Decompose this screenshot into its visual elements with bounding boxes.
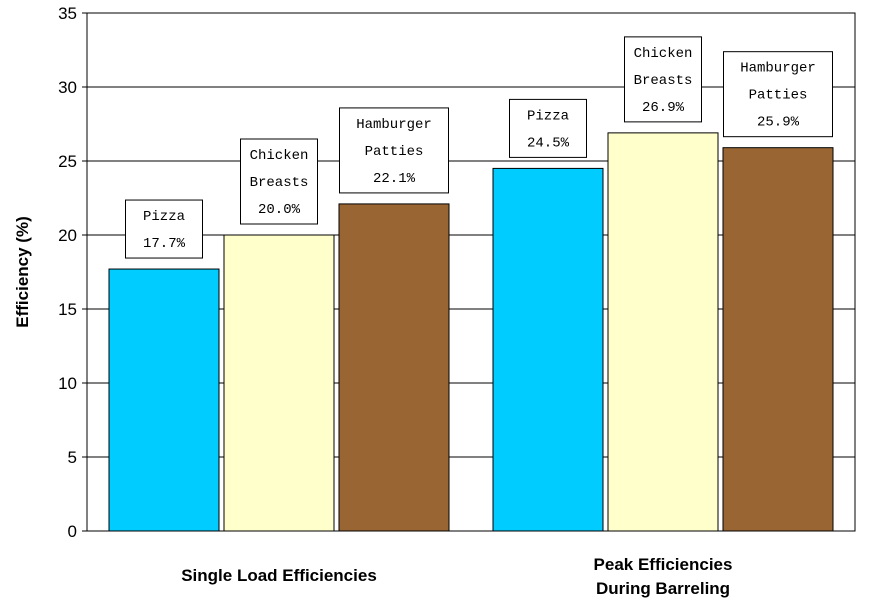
y-tick-label: 30 bbox=[58, 78, 77, 97]
bar bbox=[492, 167, 604, 532]
plot-area-frame bbox=[86, 12, 856, 532]
bar bbox=[108, 268, 220, 532]
data-label: 24.5% bbox=[527, 135, 570, 151]
data-label-box bbox=[509, 98, 587, 158]
data-labels: Pizza 17.7% Chicken Breasts 20.0% Hamburger Pa… bbox=[125, 36, 833, 259]
axes bbox=[82, 12, 856, 532]
data-label: 17.7% bbox=[143, 236, 186, 252]
bar bbox=[607, 132, 719, 532]
y-tick-label: 0 bbox=[68, 522, 77, 541]
data-label-box bbox=[240, 138, 318, 225]
data-label-box bbox=[125, 199, 203, 259]
data-label: Pizza bbox=[527, 108, 569, 124]
data-label: 26.9% bbox=[642, 100, 685, 116]
data-label: Chicken bbox=[634, 46, 693, 62]
data-label: 22.1% bbox=[373, 171, 416, 187]
y-axis-label: Efficiency (%) bbox=[13, 216, 32, 327]
category-labels: Single Load Efficiencies Peak Efficiencie… bbox=[181, 555, 732, 598]
tick-labels: 0 5 10 15 20 25 30 35 bbox=[58, 4, 77, 541]
x-category-label: Peak Efficiencies bbox=[594, 555, 733, 574]
data-label: Chicken bbox=[250, 148, 309, 164]
y-tick-label: 5 bbox=[68, 448, 77, 467]
data-label-box bbox=[339, 107, 449, 194]
x-category-label: Single Load Efficiencies bbox=[181, 566, 377, 585]
data-label: Patties bbox=[365, 144, 424, 160]
data-label-box bbox=[624, 36, 702, 123]
y-tick-label: 10 bbox=[58, 374, 77, 393]
data-label: Hamburger bbox=[356, 117, 432, 133]
bars bbox=[108, 132, 834, 532]
data-label: 20.0% bbox=[258, 202, 301, 218]
bar bbox=[722, 147, 834, 532]
y-tick-label: 35 bbox=[58, 4, 77, 23]
data-label: Patties bbox=[749, 88, 808, 104]
bar bbox=[338, 203, 450, 532]
x-category-label: During Barreling bbox=[596, 579, 730, 598]
y-tick-label: 25 bbox=[58, 152, 77, 171]
data-label-box bbox=[723, 51, 833, 138]
y-tick-label: 20 bbox=[58, 226, 77, 245]
data-label: 25.9% bbox=[757, 115, 800, 131]
data-label: Breasts bbox=[250, 175, 309, 191]
data-label: Hamburger bbox=[740, 61, 816, 77]
data-label: Pizza bbox=[143, 209, 185, 225]
bar bbox=[223, 234, 335, 532]
y-tick-label: 15 bbox=[58, 300, 77, 319]
data-label: Breasts bbox=[634, 73, 693, 89]
